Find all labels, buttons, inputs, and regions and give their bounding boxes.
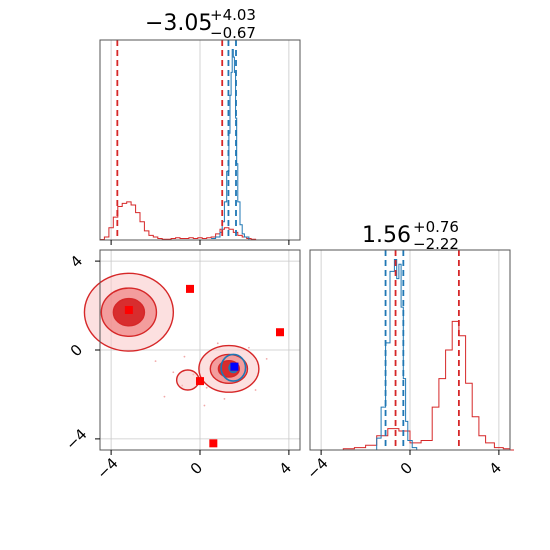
histogram-red [100,201,260,241]
histogram-series [310,259,514,451]
x-tick-label: 0 [187,459,206,478]
tick-marks [95,260,290,455]
tick-marks [110,240,290,245]
marker-red-square [196,377,204,386]
sample-point [154,360,157,363]
sample-point [183,355,186,358]
y-tick-label: −4 [62,425,90,453]
sample-point [172,371,175,374]
title-superscript: +4.03 [210,6,256,24]
contour-2d-panel: −4 0 4 4 0 −4 [62,249,301,483]
x-tick-label: −4 [303,454,331,482]
marginal-histogram-param2: −4 0 4 1.56 +0.76 −2.22 [303,218,514,483]
y-tick-labels: 4 0 −4 [62,252,90,454]
marker-red-square [186,284,194,293]
x-tick-label: −4 [93,454,121,482]
sample-point [254,389,257,391]
histogram-blue [370,259,421,451]
title-subscript: −2.22 [413,235,459,253]
title-superscript: +0.76 [413,218,459,236]
title-subscript: −0.67 [210,24,256,42]
x-tick-labels: −4 0 4 [93,454,295,482]
tick-marks [320,450,500,455]
contour-blue-outer [220,353,247,382]
sample-point [247,346,250,349]
contour-red-outer [175,369,200,391]
marker-points [124,284,284,448]
panel-title-param1: −3.05 [145,11,212,36]
sample-point [163,395,166,398]
title-value: 1.56 [362,223,411,248]
sample-point [216,342,219,345]
marker-red-square [124,306,133,314]
sample-point [265,357,268,360]
grid [320,250,500,450]
y-tick-label: 0 [67,341,86,360]
x-tick-label: 4 [276,459,295,478]
marginal-histogram-param1: −3.05 +4.03 −0.67 [99,6,301,245]
sample-point [203,404,206,407]
panel-title-param2: 1.56 [362,223,411,248]
sample-point [223,397,226,400]
title-value: −3.05 [145,11,212,36]
x-tick-labels: −4 0 4 [303,454,505,482]
histogram-red [310,320,514,451]
x-tick-label: 0 [397,459,416,478]
quantile-lines [384,250,460,450]
y-tick-label: 4 [67,252,86,271]
grid [110,40,290,240]
marker-red-square [209,439,218,448]
quantile-lines [116,40,237,240]
sample-point [205,386,208,389]
marker-blue-square [230,362,239,371]
x-tick-label: 4 [486,459,505,478]
marker-red-square [276,328,284,337]
